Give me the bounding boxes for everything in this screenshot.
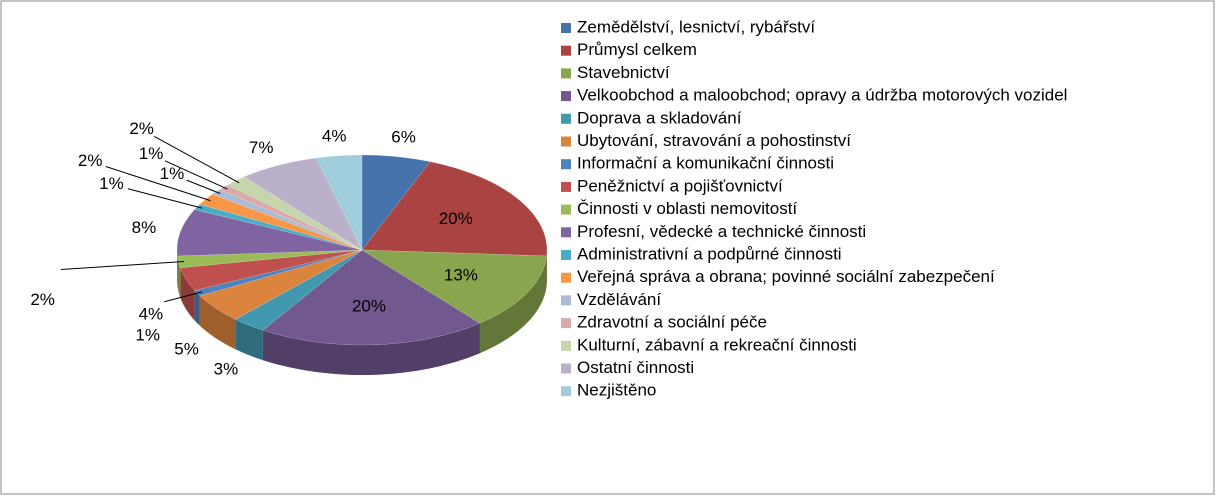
data-label: 2%	[30, 290, 55, 309]
legend-label: Administrativní a podpůrné činnosti	[577, 244, 842, 263]
legend-swatch	[561, 227, 571, 237]
legend-swatch	[561, 68, 571, 78]
legend-label: Nezjištěno	[577, 381, 656, 400]
legend-label: Informační a komunikační činnosti	[577, 154, 834, 173]
data-label: 5%	[174, 339, 199, 358]
data-label: 1%	[139, 144, 164, 163]
legend-label: Ubytování, stravování a pohostinství	[577, 131, 851, 150]
data-label: 2%	[78, 151, 103, 170]
legend-label: Profesní, vědecké a technické činnosti	[577, 222, 866, 241]
legend-swatch	[561, 364, 571, 374]
legend-swatch	[561, 114, 571, 124]
data-label: 1%	[135, 326, 160, 345]
slice-side	[195, 290, 200, 325]
legend-label: Průmysl celkem	[577, 40, 697, 59]
legend-label: Zemědělství, lesnictví, rybářství	[577, 17, 815, 36]
legend-swatch	[561, 23, 571, 33]
data-label: 1%	[160, 164, 185, 183]
legend-label: Zdravotní a sociální péče	[577, 313, 767, 332]
legend-swatch	[561, 341, 571, 351]
legend-swatch	[561, 46, 571, 56]
legend-swatch	[561, 159, 571, 169]
legend-swatch	[561, 250, 571, 260]
data-label: 6%	[391, 128, 416, 147]
legend-label: Veřejná správa a obrana; povinné sociáln…	[577, 267, 995, 286]
legend-swatch	[561, 318, 571, 328]
legend-label: Peněžnictví a pojišťovnictví	[577, 176, 783, 195]
data-label: 13%	[444, 265, 478, 284]
legend-swatch	[561, 91, 571, 101]
legend-label: Činnosti v oblasti nemovitostí	[577, 199, 797, 218]
data-label: 20%	[352, 296, 386, 315]
legend-swatch	[561, 386, 571, 396]
data-label: 7%	[249, 138, 274, 157]
legend-swatch	[561, 273, 571, 283]
data-label: 4%	[322, 126, 347, 145]
legend-swatch	[561, 295, 571, 305]
data-label: 20%	[439, 209, 473, 228]
legend-swatch	[561, 182, 571, 192]
legend-label: Doprava a skladování	[577, 108, 742, 127]
legend-label: Vzdělávání	[577, 290, 661, 309]
legend-label: Ostatní činnosti	[577, 358, 694, 377]
legend-swatch	[561, 137, 571, 147]
data-label: 1%	[99, 174, 124, 193]
legend-swatch	[561, 205, 571, 215]
data-label: 8%	[132, 218, 157, 237]
legend-label: Kulturní, zábavní a rekreační činnosti	[577, 335, 857, 354]
data-label: 2%	[129, 119, 154, 138]
legend-label: Velkoobchod a maloobchod; opravy a údržb…	[577, 86, 1067, 105]
data-label: 3%	[214, 360, 239, 379]
legend-label: Stavebnictví	[577, 63, 670, 82]
data-label: 4%	[139, 305, 164, 324]
